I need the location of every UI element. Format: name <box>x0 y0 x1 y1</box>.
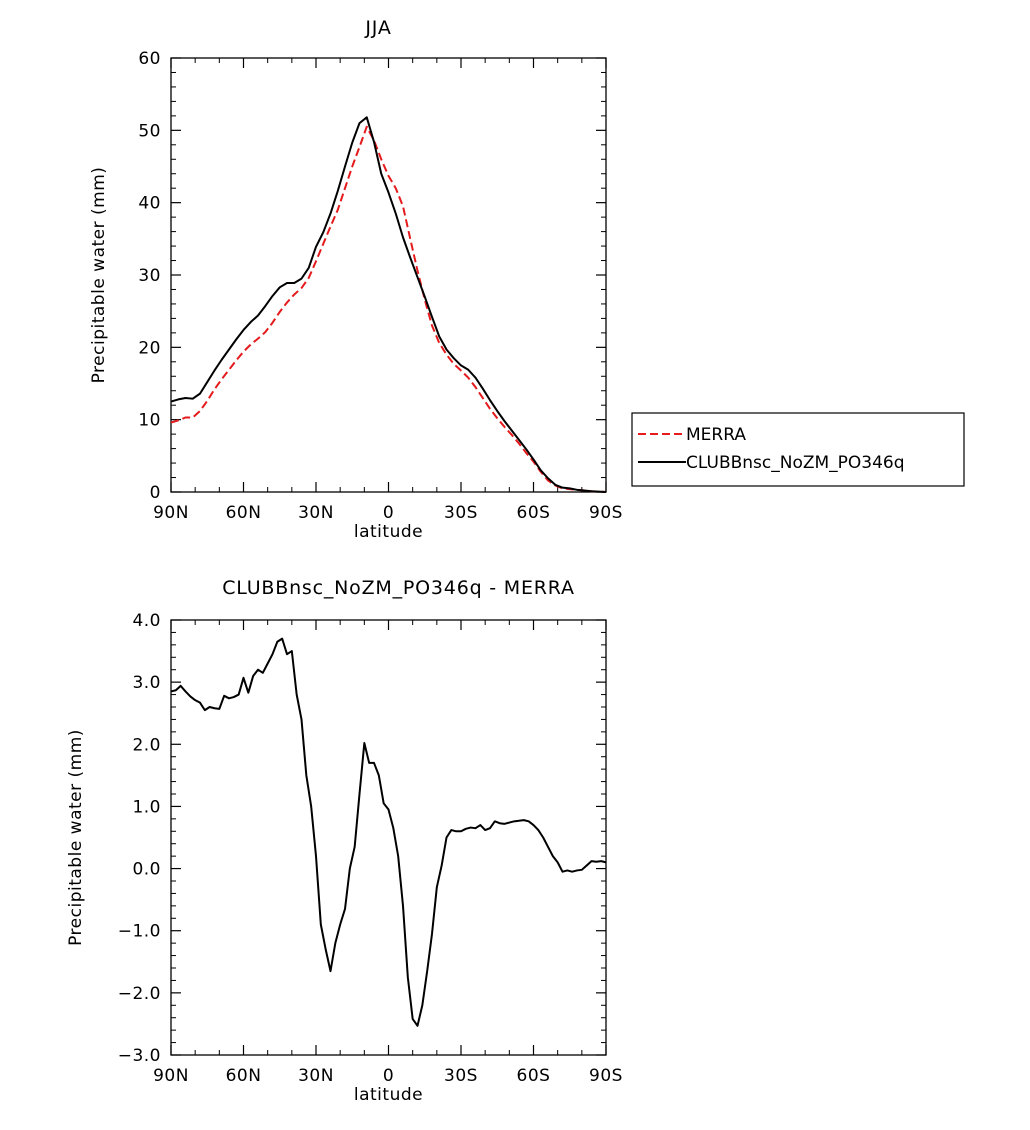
x-tick-label: 60S <box>517 503 551 523</box>
legend-label: MERRA <box>686 425 746 445</box>
x-tick-label: 90N <box>153 503 189 523</box>
y-tick-label: 1.0 <box>132 797 161 817</box>
x-tick-label: 60N <box>226 503 262 523</box>
x-tick-label: 90N <box>153 1066 189 1086</box>
y-tick-label: 10 <box>138 411 161 431</box>
legend-label: CLUBBnsc_NoZM_PO346q <box>686 453 905 473</box>
y-tick-label: 4.0 <box>132 611 161 631</box>
x-tick-label: 30S <box>444 1066 478 1086</box>
x-tick-label: 90S <box>589 1066 623 1086</box>
y-tick-label: 20 <box>138 338 161 358</box>
y-tick-label: −1.0 <box>118 922 161 942</box>
x-tick-label: 90S <box>589 503 623 523</box>
x-tick-label: 0 <box>383 503 394 523</box>
legend-box <box>631 412 965 487</box>
plot-frame <box>170 57 607 493</box>
y-tick-label: 60 <box>138 49 161 69</box>
y-tick-label: 3.0 <box>132 673 161 693</box>
y-tick-label: 0.0 <box>132 860 161 880</box>
panel-title: JJA <box>364 17 391 39</box>
x-tick-label: 60S <box>517 1066 551 1086</box>
panel-title: CLUBBnsc_NoZM_PO346q - MERRA <box>222 577 575 599</box>
x-tick-label: 30N <box>298 503 334 523</box>
x-axis-label: latitude <box>354 522 423 542</box>
x-tick-label: 0 <box>383 1066 394 1086</box>
y-tick-label: 0 <box>150 483 161 503</box>
x-tick-label: 30N <box>298 1066 334 1086</box>
legend: MERRA CLUBBnsc_NoZM_PO346q <box>631 412 965 487</box>
y-axis-label: Precipitable water (mm) <box>66 729 86 946</box>
y-tick-label: −2.0 <box>118 984 161 1004</box>
y-tick-label: −3.0 <box>118 1046 161 1066</box>
x-axis-label: latitude <box>354 1085 423 1105</box>
y-tick-label: 2.0 <box>132 735 161 755</box>
y-tick-label: 50 <box>138 121 161 141</box>
difference-line <box>170 637 607 1027</box>
x-tick-label: 30S <box>444 503 478 523</box>
plot-frame <box>170 619 607 1056</box>
y-tick-label: 40 <box>138 194 161 214</box>
x-tick-label: 60N <box>226 1066 262 1086</box>
y-axis-label: Precipitable water (mm) <box>89 167 109 384</box>
series-line-clubbnsc-nozm-po346q <box>170 116 607 493</box>
series-line-merra <box>170 125 607 493</box>
top-panel-precipitable-water: 90N 60N 30N 0 30S 60S 90S 0 10 20 30 40 50 60 JJA latit… <box>89 17 623 542</box>
y-tick-label: 30 <box>138 266 161 286</box>
bottom-panel-difference: 90N 60N 30N 0 30S 60S 90S −3.0 −2.0 −1.0 0.0 1.0 2.0… <box>66 577 623 1105</box>
